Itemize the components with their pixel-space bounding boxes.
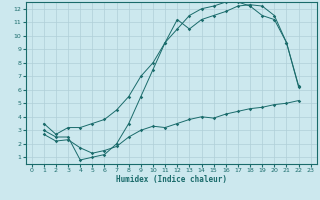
X-axis label: Humidex (Indice chaleur): Humidex (Indice chaleur) [116,175,227,184]
